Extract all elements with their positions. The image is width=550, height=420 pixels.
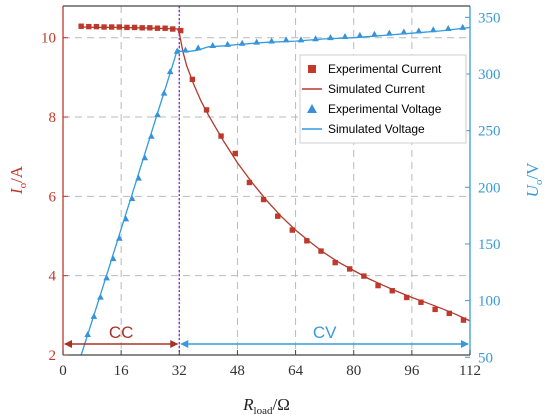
left-y-tick-label: 6 bbox=[49, 189, 57, 205]
region-arrowhead-left bbox=[64, 340, 72, 348]
current-point bbox=[78, 23, 84, 29]
region-arrowhead-right bbox=[461, 340, 469, 348]
x-tick-label: 112 bbox=[459, 363, 481, 379]
region-label: CV bbox=[313, 323, 337, 342]
right-y-axis-title-sub: o bbox=[533, 179, 545, 185]
left-y-tick-label: 8 bbox=[49, 110, 57, 126]
voltage-point bbox=[371, 30, 378, 37]
current-point bbox=[432, 306, 438, 313]
voltage-point bbox=[356, 31, 364, 38]
right-y-axis-title: Uo/V bbox=[523, 162, 545, 198]
left-y-axis-title-sub: o bbox=[17, 182, 29, 188]
legend-label: Experimental Voltage bbox=[328, 102, 442, 116]
right-y-tick-label: 50 bbox=[478, 350, 493, 366]
left-y-axis-title-main: I bbox=[7, 187, 26, 195]
current-point bbox=[232, 150, 238, 157]
series-line-1 bbox=[81, 26, 471, 322]
legend-square-marker bbox=[308, 65, 316, 73]
legend-label: Simulated Voltage bbox=[328, 122, 425, 136]
region-annotations: CC CV bbox=[64, 323, 469, 348]
x-tick-label: 64 bbox=[288, 363, 304, 379]
legend-box bbox=[299, 54, 467, 144]
legend: Experimental Current Simulated Current Exp… bbox=[299, 54, 467, 144]
current-point bbox=[275, 213, 281, 219]
x-tick-label: 48 bbox=[230, 363, 245, 379]
current-point bbox=[446, 310, 452, 317]
voltage-point bbox=[415, 27, 423, 34]
current-point bbox=[418, 299, 424, 305]
current-point bbox=[260, 196, 267, 203]
region-arrowhead-right bbox=[170, 340, 179, 348]
current-point bbox=[460, 317, 467, 323]
current-point bbox=[178, 27, 184, 34]
left-y-tick-label: 2 bbox=[49, 348, 57, 364]
right-y-tick-label: 150 bbox=[478, 237, 501, 253]
x-tick-label: 16 bbox=[114, 363, 130, 379]
current-point bbox=[289, 227, 296, 233]
series-line-3 bbox=[80, 26, 471, 356]
current-point bbox=[404, 294, 410, 301]
current-point bbox=[304, 238, 310, 244]
x-tick-label: 0 bbox=[59, 363, 67, 379]
series-layer bbox=[78, 23, 471, 356]
right-y-tick-label: 200 bbox=[478, 180, 501, 196]
left-y-tick-label: 10 bbox=[41, 31, 56, 47]
x-tick-label: 32 bbox=[172, 363, 187, 379]
x-tick-label: 96 bbox=[404, 363, 420, 379]
region-label: CC bbox=[109, 323, 134, 342]
right-y-axis-title-unit: /V bbox=[523, 162, 542, 180]
current-point bbox=[203, 107, 210, 113]
voltage-point bbox=[400, 28, 408, 35]
right-y-tick-label: 100 bbox=[478, 294, 501, 310]
current-point bbox=[246, 179, 253, 186]
current-point bbox=[332, 259, 338, 266]
right-y-tick-label: 300 bbox=[478, 67, 501, 83]
right-y-axis-title-main: U bbox=[523, 183, 542, 197]
legend-triangle-marker bbox=[307, 104, 317, 113]
region-arrowhead-left bbox=[180, 340, 189, 348]
x-axis-title: Rload/Ω bbox=[242, 395, 290, 417]
left-y-tick-label: 4 bbox=[49, 269, 57, 285]
x-tick-label: 80 bbox=[346, 363, 361, 379]
left-y-axis-title-unit: /A bbox=[7, 165, 26, 183]
voltage-point bbox=[429, 26, 437, 33]
voltage-point bbox=[386, 29, 393, 36]
x-axis-title-unit: /Ω bbox=[272, 395, 289, 414]
current-point bbox=[389, 288, 395, 294]
x-axis-title-main: R bbox=[242, 395, 254, 414]
legend-label: Experimental Current bbox=[328, 62, 442, 76]
current-point bbox=[375, 282, 381, 289]
legend-label: Simulated Current bbox=[328, 82, 425, 96]
frame-layer: 0 16 32 48 64 80 96 112 2 4 6 8 10 50 100 150 200 250 300 3… bbox=[7, 5, 545, 417]
left-y-axis-title: Io/A bbox=[7, 165, 29, 195]
right-y-tick-label: 350 bbox=[478, 10, 501, 26]
right-y-tick-label: 250 bbox=[478, 124, 501, 140]
x-axis-title-sub: load bbox=[254, 405, 273, 417]
current-point bbox=[93, 23, 100, 30]
